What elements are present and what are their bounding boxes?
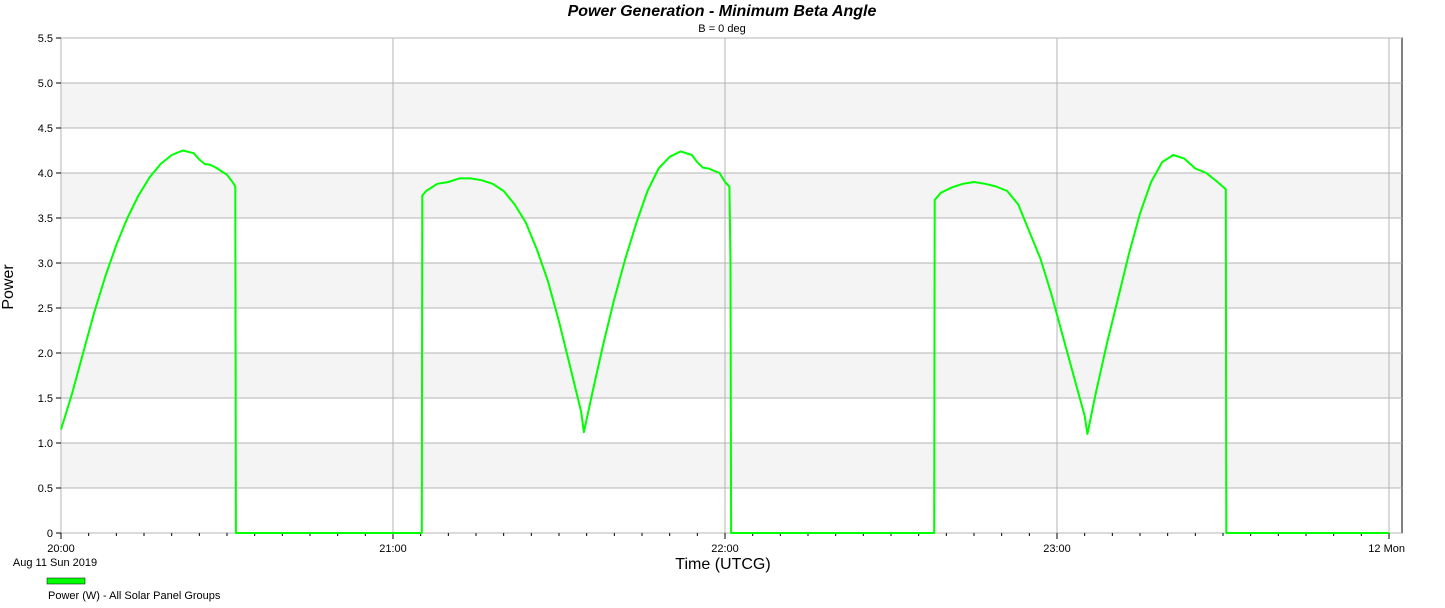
x-tick-label: 21:00 [379,543,407,555]
plot-band [61,173,1402,218]
legend: Power (W) - All Solar Panel Groups [46,577,221,602]
y-tick-label: 3.5 [38,213,53,225]
x-tick-label: 20:00 [47,543,75,555]
y-tick-label: 5.5 [38,33,53,45]
x-tick-label: 12 Mon [1368,543,1405,555]
y-tick-label: 2.5 [38,303,53,315]
plot-band [61,128,1402,173]
x-tick-label: 22:00 [711,543,739,555]
y-tick-label: 5.0 [38,78,53,90]
plot-band [61,218,1402,263]
plot-band [61,83,1402,128]
y-axis-title: Power [0,264,17,310]
x-tick-label: 23:00 [1043,543,1071,555]
y-tick-label: 4.5 [38,123,53,135]
legend-swatch [46,577,86,585]
chart-subtitle: B = 0 deg [698,23,745,35]
plot-band [61,38,1402,83]
y-tick-label: 0.5 [38,483,53,495]
y-tick-label: 0 [47,528,53,540]
y-tick-label: 3.0 [38,258,53,270]
y-tick-label: 2.0 [38,348,53,360]
x-axis-title: Time (UTCG) [675,556,770,573]
y-tick-label: 4.0 [38,168,53,180]
chart-title: Power Generation - Minimum Beta Angle [568,3,877,20]
legend-label: Power (W) - All Solar Panel Groups [48,590,221,602]
x-axis-ticks: 20:00 Aug 11 Sun 2019 21:00 22:00 23:00 12 Mo… [13,533,1405,569]
y-tick-label: 1.0 [38,438,53,450]
x-tick-sublabel: Aug 11 Sun 2019 [13,557,97,569]
series-layer [60,149,1389,534]
y-tick-label: 1.5 [38,393,53,405]
y-axis-ticks: 0 0.5 1.0 1.5 2.0 2.5 3.0 3.5 4.0 4.5 5.0 5.5 [38,33,61,540]
series-line-power [60,149,1389,534]
